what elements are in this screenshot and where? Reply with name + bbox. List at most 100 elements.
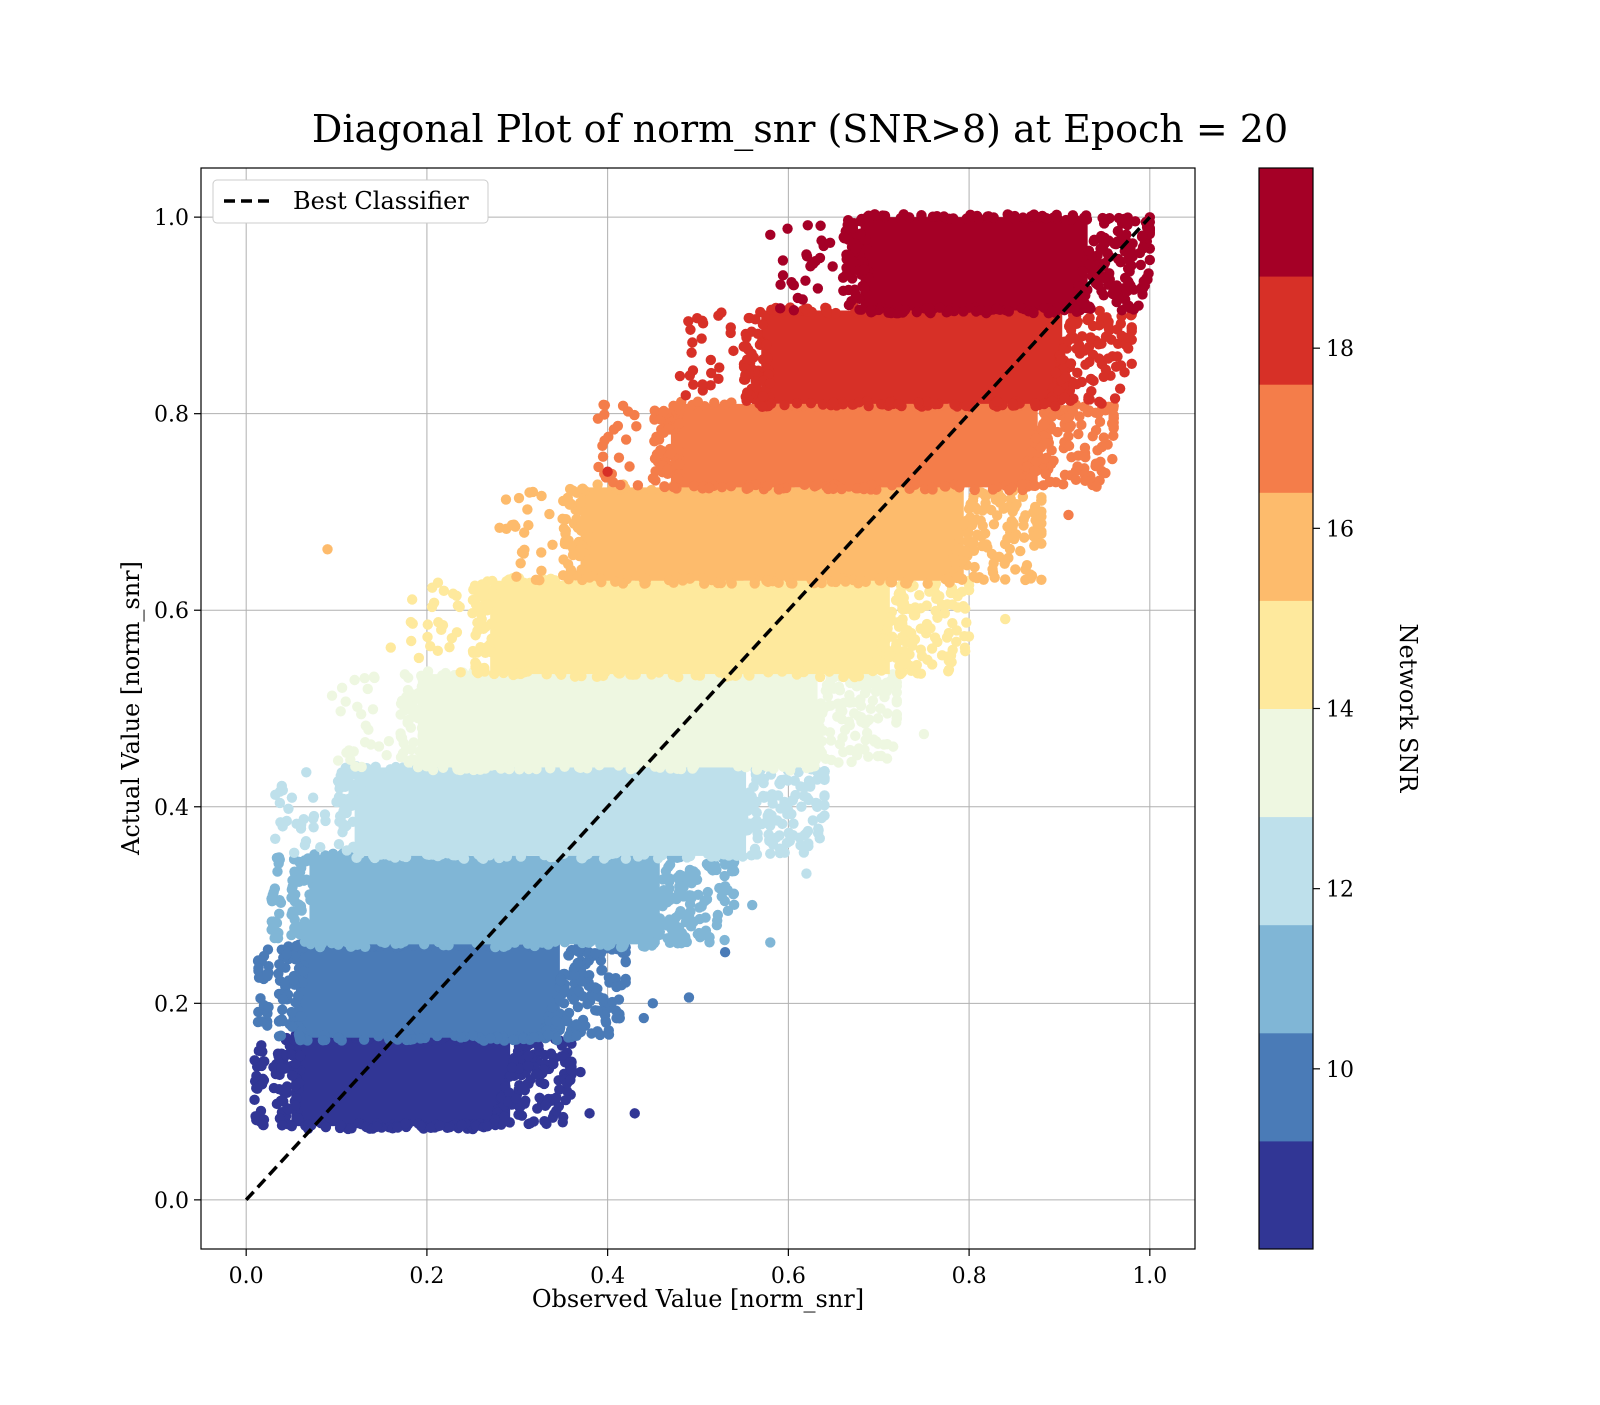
scatter-point [943, 305, 955, 317]
scatter-point [816, 235, 827, 246]
scatter-point [705, 367, 717, 379]
scatter-point [549, 575, 561, 586]
scatter-point [978, 488, 990, 499]
scatter-point [603, 1025, 614, 1036]
scatter-point [938, 211, 950, 222]
scatter-point-outlier [747, 899, 758, 911]
scatter-point [624, 461, 635, 472]
scatter-point [966, 520, 978, 531]
scatter-point [959, 630, 970, 642]
scatter-point [250, 1111, 261, 1122]
scatter-point [764, 835, 775, 847]
scatter-point [1015, 545, 1026, 557]
scatter-point [467, 607, 478, 619]
scatter-point [582, 998, 593, 1010]
scatter-point [253, 963, 264, 974]
scatter-band-core [291, 1037, 511, 1127]
scatter-point [432, 645, 444, 657]
scatter-point [1028, 209, 1040, 220]
scatter-point [543, 1029, 554, 1041]
scatter-point [991, 303, 1002, 315]
scatter-point [777, 255, 789, 266]
scatter-point [332, 755, 344, 766]
scatter-point [726, 578, 737, 589]
scatter-point [1144, 225, 1156, 236]
scatter-point [492, 636, 504, 648]
scatter-band-core [295, 944, 560, 1038]
scatter-point [400, 851, 412, 863]
scatter-point [687, 337, 698, 348]
scatter-point-outlier [602, 466, 613, 477]
scatter-point [816, 577, 827, 589]
scatter-point [863, 400, 874, 412]
scatter-point [320, 850, 331, 861]
scatter-point-outlier [918, 728, 930, 740]
scatter-point [600, 1017, 612, 1028]
scatter-point [886, 307, 897, 319]
scatter-point [376, 936, 387, 947]
scatter-point [438, 585, 450, 597]
scatter-point [1020, 574, 1031, 586]
scatter-point [1030, 456, 1042, 468]
scatter-point [728, 899, 740, 911]
scatter-point [983, 211, 994, 222]
scatter-point [1029, 465, 1040, 476]
scatter-point [697, 572, 709, 584]
scatter-point [835, 705, 846, 716]
scatter-point [576, 519, 587, 530]
scatter-point [713, 373, 724, 385]
scatter-point [575, 497, 586, 508]
scatter-point [1091, 481, 1102, 492]
scatter-point [812, 827, 824, 839]
scatter-point [545, 763, 556, 774]
scatter-point [1020, 510, 1031, 521]
colorbar-label: Network SNR [1394, 624, 1422, 794]
scatter-point [551, 1092, 562, 1103]
scatter-point [680, 390, 691, 401]
scatter-point [951, 636, 962, 647]
scatter-point [828, 483, 839, 495]
scatter-point [577, 483, 588, 494]
scatter-point-outlier [322, 544, 333, 555]
scatter-point [908, 661, 920, 672]
scatter-point [1090, 458, 1102, 469]
scatter-point [591, 671, 603, 683]
scatter-point [865, 211, 876, 222]
scatter-point [784, 765, 796, 776]
scatter-point [490, 941, 501, 953]
scatter-point [1096, 441, 1108, 453]
scatter-point [293, 1113, 304, 1124]
scatter-point [298, 966, 309, 977]
scatter-point [709, 397, 720, 408]
scatter-point [299, 916, 310, 928]
scatter-point [841, 269, 852, 281]
scatter-point [994, 497, 1006, 508]
scatter-point [757, 776, 769, 787]
scatter-point [295, 1011, 307, 1022]
scatter-point [891, 713, 902, 724]
scatter-band-core [417, 674, 818, 768]
y-tick-label: 0.6 [154, 599, 189, 624]
scatter-point [922, 578, 933, 589]
scatter-point [972, 504, 983, 515]
scatter-point [884, 397, 896, 408]
scatter-point [697, 928, 708, 939]
scatter-point [686, 347, 697, 358]
scatter-point [599, 399, 611, 411]
scatter-point [1029, 398, 1041, 409]
scatter-point [576, 853, 588, 864]
scatter-point [547, 539, 558, 550]
scatter-point [1122, 219, 1133, 231]
scatter-point [548, 1058, 559, 1070]
scatter-point-outlier [647, 998, 659, 1009]
scatter-point [975, 304, 987, 316]
scatter-point [1029, 506, 1040, 517]
scatter-point [399, 936, 410, 947]
scatter-point [359, 737, 371, 748]
scatter-point [544, 508, 555, 520]
scatter-point [485, 1033, 496, 1044]
scatter-point [714, 362, 725, 373]
scatter-point [1087, 430, 1098, 442]
